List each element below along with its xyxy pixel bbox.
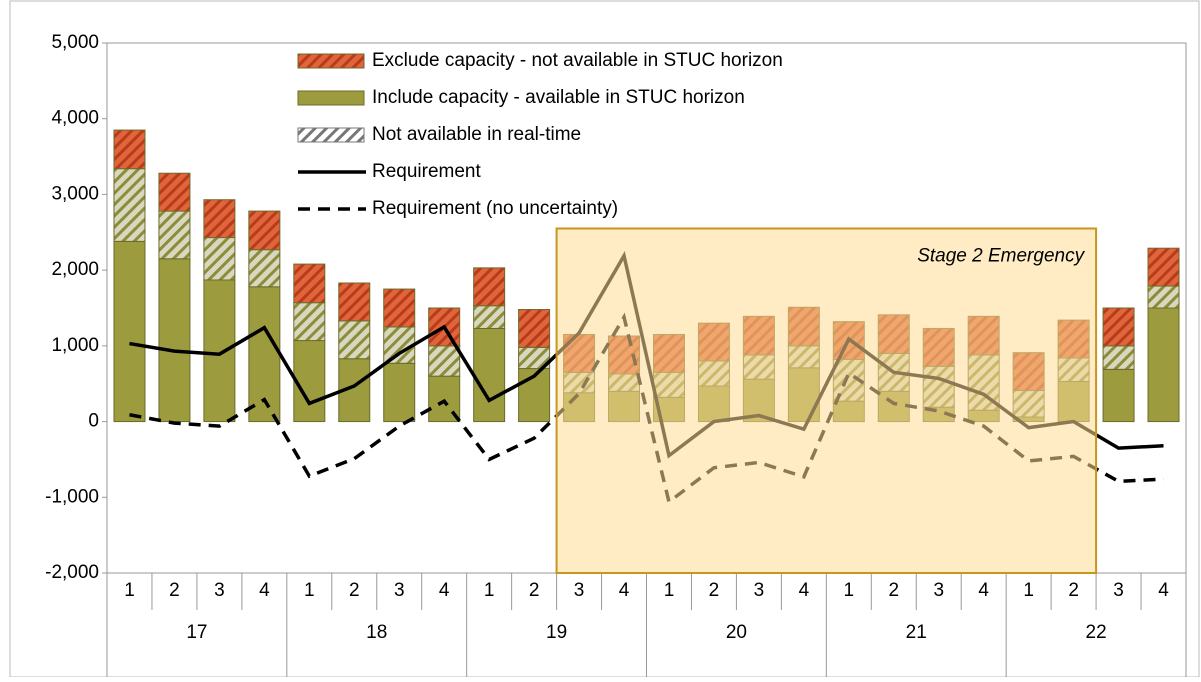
x-group-label: 17 bbox=[186, 622, 207, 643]
annotation-text: Stage 2 Emergency bbox=[917, 246, 1085, 267]
bar-segment bbox=[473, 305, 506, 329]
y-tick-label: 4,000 bbox=[51, 108, 99, 129]
x-tick-label: 4 bbox=[799, 580, 810, 601]
bar-segment bbox=[203, 237, 236, 281]
legend-label: Requirement (no uncertainty) bbox=[372, 198, 618, 219]
x-tick-label: 2 bbox=[1068, 580, 1079, 601]
x-tick-label: 1 bbox=[664, 580, 675, 601]
bar-segment bbox=[158, 172, 191, 212]
x-tick-label: 2 bbox=[169, 580, 180, 601]
x-tick-label: 1 bbox=[304, 580, 315, 601]
x-tick-label: 4 bbox=[259, 580, 270, 601]
x-tick-label: 2 bbox=[529, 580, 540, 601]
x-tick-label: 2 bbox=[349, 580, 360, 601]
bar-segment bbox=[383, 288, 416, 328]
legend-label: Include capacity - available in STUC hor… bbox=[372, 87, 745, 108]
x-tick-label: 1 bbox=[844, 580, 855, 601]
bar-segment bbox=[248, 249, 281, 288]
bar-segment bbox=[518, 309, 551, 348]
legend-label: Exclude capacity - not available in STUC… bbox=[372, 50, 783, 71]
x-tick-label: 3 bbox=[933, 580, 944, 601]
bar-segment bbox=[203, 279, 236, 423]
bar-segment bbox=[473, 267, 506, 307]
y-tick-label: -2,000 bbox=[45, 562, 99, 583]
legend-swatch bbox=[297, 127, 365, 143]
bar-segment bbox=[293, 263, 326, 304]
legend-label: Not available in real-time bbox=[372, 124, 581, 145]
bar-segment bbox=[113, 240, 146, 423]
x-group-label: 18 bbox=[366, 622, 387, 643]
bar-segment bbox=[428, 345, 461, 377]
bar-segment bbox=[383, 362, 416, 423]
bar-segment bbox=[338, 320, 371, 360]
legend-swatch bbox=[297, 53, 365, 69]
bar-segment bbox=[203, 199, 236, 239]
x-group-label: 21 bbox=[906, 622, 927, 643]
bar-segment bbox=[158, 258, 191, 423]
y-tick-label: 5,000 bbox=[51, 32, 99, 53]
x-tick-label: 4 bbox=[439, 580, 450, 601]
x-group-label: 20 bbox=[726, 622, 747, 643]
y-tick-label: 1,000 bbox=[51, 335, 99, 356]
x-tick-label: 3 bbox=[214, 580, 225, 601]
y-tick-label: 2,000 bbox=[51, 259, 99, 280]
bar-segment bbox=[113, 168, 146, 242]
x-tick-label: 3 bbox=[754, 580, 765, 601]
x-group-label: 19 bbox=[546, 622, 567, 643]
x-tick-label: 2 bbox=[709, 580, 720, 601]
annotation-box bbox=[555, 227, 1098, 574]
x-tick-label: 1 bbox=[1023, 580, 1034, 601]
y-tick-label: -1,000 bbox=[45, 486, 99, 507]
bar-segment bbox=[1102, 345, 1135, 370]
legend-swatch bbox=[297, 90, 365, 106]
y-tick-label: 3,000 bbox=[51, 183, 99, 204]
bar-segment bbox=[473, 327, 506, 423]
x-tick-label: 1 bbox=[484, 580, 495, 601]
bar-segment bbox=[293, 302, 326, 342]
bar-segment bbox=[1147, 247, 1180, 287]
x-tick-label: 3 bbox=[394, 580, 405, 601]
x-tick-label: 4 bbox=[978, 580, 989, 601]
x-tick-label: 4 bbox=[619, 580, 630, 601]
bar-segment bbox=[293, 340, 326, 423]
bar-segment bbox=[383, 326, 416, 364]
bar-segment bbox=[1147, 307, 1180, 423]
bar-segment bbox=[113, 129, 146, 170]
bar-segment bbox=[248, 210, 281, 251]
x-tick-label: 4 bbox=[1158, 580, 1169, 601]
legend-label: Requirement bbox=[372, 161, 481, 182]
bar-segment bbox=[1147, 285, 1180, 309]
bar-segment bbox=[1102, 368, 1135, 423]
x-tick-label: 2 bbox=[888, 580, 899, 601]
x-tick-label: 3 bbox=[1113, 580, 1124, 601]
x-tick-label: 3 bbox=[574, 580, 585, 601]
bar-segment bbox=[158, 210, 191, 260]
bar-segment bbox=[1102, 307, 1135, 347]
y-tick-label: 0 bbox=[88, 411, 99, 432]
bar-segment bbox=[338, 282, 371, 322]
x-group-label: 22 bbox=[1086, 622, 1107, 643]
x-tick-label: 1 bbox=[124, 580, 135, 601]
